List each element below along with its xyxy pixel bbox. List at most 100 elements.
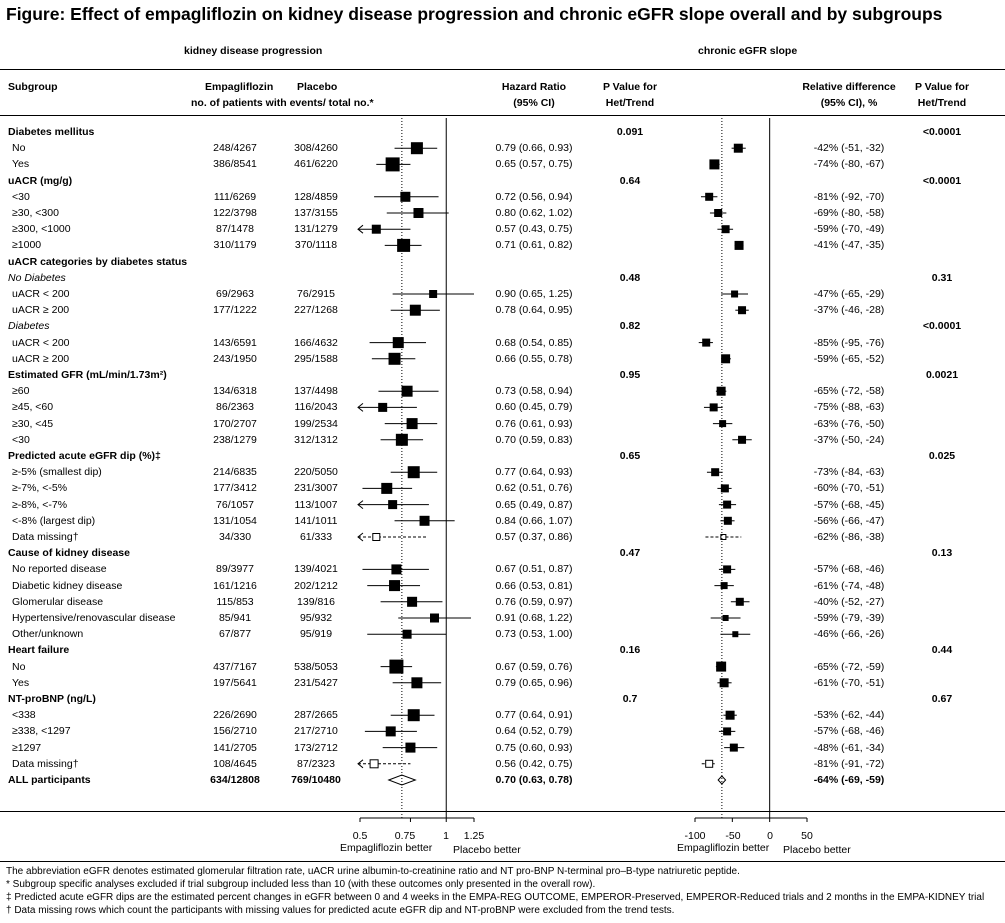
hazard-ratio-text: 0.84 (0.66, 1.07) [495, 514, 573, 527]
hazard-ratio-text: 0.57 (0.37, 0.86) [495, 531, 573, 543]
header-het-trend-left: Het/Trend [605, 97, 655, 109]
hazard-ratio-text: 0.77 (0.64, 0.93) [495, 466, 573, 479]
placebo-events: 166/4632 [294, 336, 338, 349]
empagliflozin-events: 214/6835 [213, 466, 257, 479]
section-heading: uACR categories by diabetes status [8, 255, 188, 268]
p-value-left: 0.82 [619, 320, 641, 333]
subgroup-label: No [12, 660, 26, 673]
relative-difference-text: -63% (-76, -50) [813, 417, 885, 430]
hazard-ratio-text: 0.67 (0.59, 0.76) [495, 660, 573, 673]
subgroup-label: ≥-7%, <-5% [12, 482, 68, 495]
hazard-ratio-text: 0.67 (0.51, 0.87) [495, 563, 573, 576]
hr-point-marker [385, 726, 396, 737]
slope-point-marker [711, 468, 720, 477]
p-value-right: 0.0021 [925, 369, 959, 381]
p-value-left: 0.48 [619, 271, 641, 284]
hr-point-marker [388, 500, 398, 510]
relative-difference-text: -37% (-46, -28) [813, 304, 885, 317]
left-tick-label: 1.25 [463, 830, 485, 842]
header-subgroup: Subgroup [8, 81, 58, 93]
slope-point-marker [723, 727, 732, 736]
hazard-ratio-text: 0.73 (0.58, 0.94) [495, 385, 573, 398]
slope-point-marker [720, 484, 729, 493]
hazard-ratio-text: 0.70 (0.59, 0.83) [495, 433, 573, 446]
p-value-left: 0.95 [619, 369, 641, 381]
hazard-ratio-text: 0.91 (0.68, 1.22) [495, 612, 573, 624]
slope-point-marker [716, 661, 727, 672]
header-top-rule [0, 69, 1005, 70]
relative-difference-text: -56% (-66, -47) [813, 514, 885, 527]
placebo-events: 95/919 [299, 628, 333, 641]
p-value-right: <0.0001 [922, 174, 962, 187]
hr-point-marker [392, 337, 404, 349]
relative-difference-text: -59% (-70, -49) [813, 223, 885, 236]
p-value-left: 0.64 [619, 174, 641, 187]
p-value-right: <0.0001 [922, 126, 962, 138]
relative-difference-text: -53% (-62, -44) [813, 709, 885, 722]
relative-difference-text: -42% (-51, -32) [813, 142, 885, 155]
relative-difference-text: -62% (-86, -38) [813, 531, 885, 543]
placebo-events: 287/2665 [294, 709, 338, 722]
slope-point-marker [734, 240, 744, 250]
hr-point-marker [389, 580, 401, 592]
hazard-ratio-text: 0.80 (0.62, 1.02) [495, 207, 573, 219]
hazard-ratio-text: 0.76 (0.61, 0.93) [495, 417, 573, 430]
empagliflozin-events: 76/1057 [216, 498, 254, 511]
placebo-events: 308/4260 [294, 142, 338, 155]
header-empagliflozin: Empagliflozin [205, 81, 274, 93]
overall-diamond-left [387, 774, 417, 786]
hr-ci-arrow [357, 224, 364, 234]
subgroup-label: ≥30, <300 [12, 207, 59, 219]
relative-difference-text: -74% (-80, -67) [813, 158, 885, 171]
empagliflozin-events: 108/4645 [213, 757, 257, 770]
empagliflozin-events: 134/6318 [213, 385, 257, 398]
relative-difference-text: -64% (-69, -59) [813, 774, 885, 786]
left-tick-label: 0.5 [352, 830, 368, 842]
hr-point-marker [391, 564, 402, 575]
relative-difference-text: -65% (-72, -58) [813, 385, 885, 398]
hr-ci-arrow [357, 532, 364, 542]
slope-point-marker [720, 582, 728, 590]
placebo-events: 137/3155 [294, 207, 338, 219]
empagliflozin-events: 141/2705 [213, 741, 257, 754]
placebo-events: 113/1007 [294, 498, 338, 511]
subsection-heading: Diabetes [8, 320, 50, 333]
subgroup-label: Diabetic kidney disease [12, 579, 123, 592]
subgroup-label: ≥30, <45 [12, 417, 54, 430]
hr-point-marker [409, 304, 421, 316]
subgroup-label: uACR < 200 [12, 288, 70, 300]
empagliflozin-events: 437/7167 [213, 660, 257, 673]
relative-difference-text: -81% (-91, -72) [813, 757, 885, 770]
relative-difference-text: -40% (-52, -27) [813, 595, 885, 608]
empagliflozin-events: 156/2710 [213, 725, 257, 738]
subgroup-label: ≥60 [12, 385, 30, 398]
subgroup-label: ALL participants [8, 774, 91, 786]
header-hazard-ratio: Hazard Ratio [501, 81, 567, 93]
section-heading: Cause of kidney disease [8, 547, 130, 560]
hr-ci-arrow [357, 500, 364, 509]
hr-point-marker [378, 402, 388, 412]
section-heading: Heart failure [8, 644, 70, 657]
relative-difference-text: -61% (-70, -51) [813, 676, 885, 689]
placebo-events: 538/5053 [294, 660, 338, 673]
subgroup-label: Other/unknown [12, 628, 84, 641]
section-heading: Estimated GFR (mL/min/1.73m²) [8, 369, 167, 381]
hazard-ratio-text: 0.66 (0.53, 0.81) [495, 579, 573, 592]
placebo-events: 139/816 [297, 595, 335, 608]
hr-point-marker [371, 224, 381, 234]
left-tick-label: 0.75 [394, 830, 416, 842]
hazard-ratio-text: 0.77 (0.64, 0.91) [495, 709, 573, 722]
slope-point-marker [738, 435, 747, 444]
subgroup-label: uACR ≥ 200 [12, 304, 70, 317]
hr-point-marker [407, 466, 420, 479]
placebo-events: 202/1212 [294, 579, 338, 592]
relative-difference-text: -81% (-92, -70) [813, 190, 885, 203]
hr-point-marker [372, 533, 381, 541]
footnote-dagger: † Data missing rows which count the part… [6, 905, 675, 916]
slope-point-marker [738, 306, 747, 315]
subgroup-label: Data missing† [12, 531, 79, 543]
footnote-rule [0, 861, 1005, 862]
relative-difference-text: -46% (-66, -26) [813, 628, 885, 641]
hazard-ratio-text: 0.56 (0.42, 0.75) [495, 757, 573, 770]
placebo-events: 61/333 [299, 531, 333, 543]
